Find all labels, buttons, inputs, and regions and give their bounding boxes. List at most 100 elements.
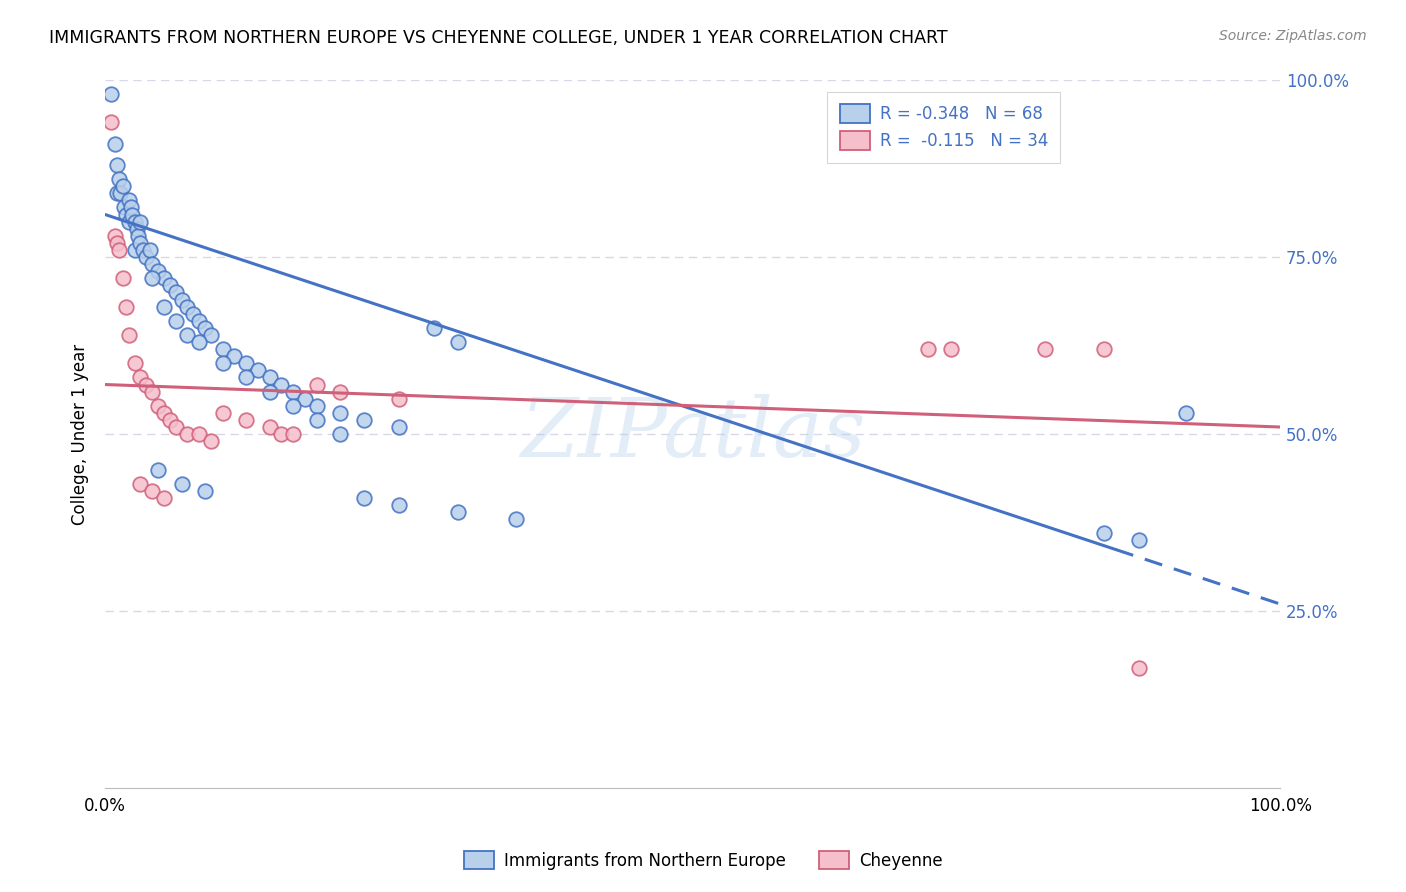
Point [153,491,176,505]
Point [447,505,470,519]
Point [118,214,141,228]
Point [941,342,963,356]
Point [183,307,205,321]
Point [111,179,134,194]
Point [259,384,281,399]
Point [447,334,470,349]
Point [200,434,222,449]
Point [270,377,292,392]
Point [211,356,233,370]
Point [153,271,176,285]
Point [104,228,127,243]
Point [146,399,169,413]
Point [105,186,128,201]
Legend: R = -0.348   N = 68, R =  -0.115   N = 34: R = -0.348 N = 68, R = -0.115 N = 34 [827,92,1060,162]
Point [259,370,281,384]
Point [135,377,157,392]
Point [188,334,211,349]
Point [1128,533,1150,548]
Point [125,221,148,235]
Point [165,314,187,328]
Point [129,370,152,384]
Point [305,377,328,392]
Point [246,363,269,377]
Point [135,250,157,264]
Point [200,328,222,343]
Point [104,136,127,151]
Y-axis label: College, Under 1 year: College, Under 1 year [72,343,89,524]
Point [139,243,162,257]
Point [124,214,146,228]
Point [100,87,122,102]
Point [120,201,142,215]
Point [153,406,176,420]
Point [127,228,149,243]
Point [270,427,292,442]
Point [170,476,193,491]
Point [110,186,132,201]
Point [305,399,328,413]
Point [283,427,305,442]
Point [118,194,141,208]
Point [1175,406,1198,420]
Point [153,300,176,314]
Point [505,512,527,526]
Point [194,483,217,498]
Point [329,427,352,442]
Point [165,285,187,300]
Point [329,406,352,420]
Point [235,356,257,370]
Point [235,413,257,427]
Point [1092,342,1115,356]
Point [112,201,135,215]
Point [105,235,128,250]
Point [124,243,146,257]
Point [283,384,305,399]
Point [388,420,411,434]
Point [124,356,146,370]
Point [423,321,446,335]
Point [211,342,233,356]
Point [141,483,163,498]
Point [146,264,169,278]
Text: Source: ZipAtlas.com: Source: ZipAtlas.com [1219,29,1367,43]
Point [176,328,198,343]
Text: ZIPatlas: ZIPatlas [520,394,866,475]
Point [353,491,375,505]
Point [146,462,169,476]
Point [1033,342,1056,356]
Point [294,392,316,406]
Point [121,208,143,222]
Point [100,115,122,129]
Point [211,406,233,420]
Point [159,413,181,427]
Point [1128,661,1150,675]
Point [105,158,128,172]
Point [188,427,211,442]
Point [176,427,198,442]
Point [129,214,152,228]
Point [141,257,163,271]
Point [224,349,246,363]
Point [388,392,411,406]
Point [108,243,131,257]
Point [111,271,134,285]
Legend: Immigrants from Northern Europe, Cheyenne: Immigrants from Northern Europe, Cheyenn… [457,845,949,877]
Point [353,413,375,427]
Point [141,271,163,285]
Text: IMMIGRANTS FROM NORTHERN EUROPE VS CHEYENNE COLLEGE, UNDER 1 YEAR CORRELATION CH: IMMIGRANTS FROM NORTHERN EUROPE VS CHEYE… [49,29,948,46]
Point [305,413,328,427]
Point [388,498,411,512]
Point [176,300,198,314]
Point [1092,526,1115,541]
Point [129,476,152,491]
Point [129,235,152,250]
Point [194,321,217,335]
Point [141,384,163,399]
Point [165,420,187,434]
Point [115,300,138,314]
Point [188,314,211,328]
Point [235,370,257,384]
Point [115,208,138,222]
Point [132,243,155,257]
